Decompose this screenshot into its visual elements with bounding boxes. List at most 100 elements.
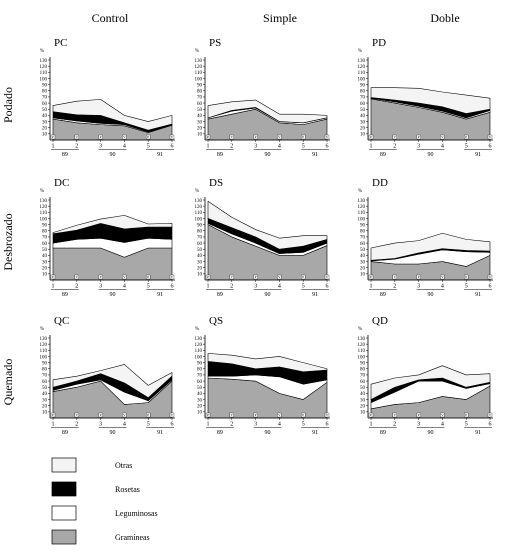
y-axis-label: % [195,189,199,194]
area-dd-otras [370,232,491,261]
y-tick-label: 100 [195,355,203,360]
y-tick-label: 60 [360,380,366,385]
y-tick-label: 110 [40,71,48,76]
y-tick-label: 20 [360,126,366,131]
x-tick-label: 6 [171,284,174,290]
x-tick-label: 6 [489,422,492,428]
year-label: 91 [475,292,481,298]
x-tick-label: 5 [302,144,305,150]
x-tick-label: 4 [441,144,444,150]
y-tick-label: 110 [195,71,203,76]
season-marker: V [278,413,281,417]
x-tick-label: 4 [441,284,444,290]
y-tick-label: 100 [195,77,203,82]
season-marker: V [489,135,492,139]
season-marker: P [52,135,54,139]
x-tick-label: 4 [278,284,281,290]
season-marker: P [302,413,304,417]
season-marker: P [207,275,209,279]
y-tick-label: 70 [197,236,203,241]
y-tick-label: 20 [197,404,203,409]
season-marker-box [50,412,56,418]
x-tick-label: 3 [417,144,420,150]
y-tick-label: 20 [360,266,366,271]
legend-label-1: Rosetas [115,485,140,494]
season-marker: P [147,413,149,417]
year-label: 89 [62,430,68,436]
y-tick-label: 20 [42,126,48,131]
season-marker-box [464,412,469,418]
season-marker: P [100,135,102,139]
column-header-2: Doble [430,11,459,25]
row-header-0: Podado [1,87,15,123]
panel-title: PD [372,37,386,49]
row-header-1: Desbrozado [1,213,15,270]
legend: Otras Rosetas Leguminosas Gramíneas [51,457,158,545]
y-tick-label: 100 [358,77,366,82]
x-tick-label: 1 [52,284,55,290]
x-tick-label: 4 [123,422,126,428]
y-tick-label: 110 [40,211,48,216]
season-marker-box [205,412,211,418]
season-marker-box [277,274,282,280]
season-marker: V [76,413,79,417]
season-marker-box [392,274,397,280]
y-tick-label: 70 [42,96,48,101]
y-tick-label: 10 [360,133,366,138]
season-marker: P [418,135,420,139]
x-tick-label: 6 [171,144,174,150]
y-tick-label: 130 [195,337,203,342]
y-tick-label: 10 [360,273,366,278]
y-tick-label: 60 [197,242,203,247]
year-label: 89 [380,292,386,298]
panel-pc: 102030405060708090100110120130%PCP1V2P3V… [40,37,175,158]
y-tick-label: 60 [42,242,48,247]
year-label: 90 [110,430,116,436]
y-tick-label: 20 [197,266,203,271]
y-tick-label: 100 [195,217,203,222]
season-marker-box [277,412,282,418]
x-tick-label: 1 [370,422,373,428]
season-marker-box [440,274,445,280]
season-marker-box [50,134,56,140]
y-tick-label: 80 [42,90,48,95]
season-marker: V [231,135,234,139]
season-marker-box [122,412,127,418]
season-marker: V [394,413,397,417]
x-tick-label: 3 [417,284,420,290]
y-tick-label: 90 [197,223,203,228]
y-axis-label: % [358,189,362,194]
x-tick-label: 1 [370,144,373,150]
panel-title: DC [54,177,69,189]
season-marker-box [416,412,421,418]
season-marker-box [392,412,397,418]
y-tick-label: 30 [360,120,366,125]
panel-title: PS [209,37,221,49]
y-tick-label: 90 [42,361,48,366]
y-tick-label: 100 [358,355,366,360]
season-marker-box [416,274,421,280]
y-axis-label: % [358,327,362,332]
y-tick-label: 120 [40,65,48,70]
season-marker-box [440,412,445,418]
season-marker: V [231,275,234,279]
y-tick-label: 30 [197,120,203,125]
season-marker-box [464,274,469,280]
y-tick-label: 90 [360,361,366,366]
area-qs-otras [207,353,328,373]
y-tick-label: 50 [197,386,203,391]
y-tick-label: 40 [42,392,48,397]
season-marker-box [301,134,306,140]
area-ps-otras [207,99,328,124]
season-marker: V [171,413,174,417]
y-tick-label: 110 [358,71,366,76]
y-tick-label: 30 [197,260,203,265]
legend-swatch-1 [51,481,77,497]
season-marker: V [489,275,492,279]
season-marker: P [100,275,102,279]
panel-pd: 102030405060708090100110120130%PDP1V2P3V… [358,37,493,158]
season-marker-box [324,412,330,418]
y-tick-label: 120 [40,343,48,348]
column-headers: Control Simple Doble [92,11,460,25]
x-tick-label: 1 [207,284,210,290]
